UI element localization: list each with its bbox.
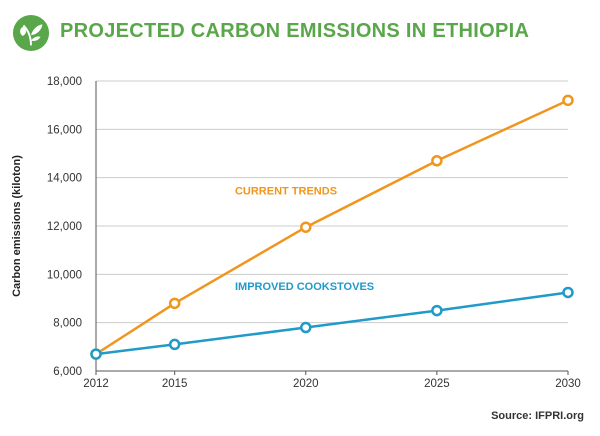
gridlines <box>96 80 568 324</box>
series <box>90 94 574 360</box>
y-axis-title: Carbon emissions (kiloton) <box>11 155 23 297</box>
y-tick-label: 16,000 <box>47 124 82 136</box>
data-point <box>168 338 181 351</box>
x-tick-label: 2030 <box>555 378 581 390</box>
y-tick-label: 8,000 <box>53 318 82 330</box>
data-point <box>168 297 181 310</box>
x-tick-label: 2020 <box>293 378 319 390</box>
leaf-logo-icon <box>12 14 50 52</box>
x-tick-label: 2012 <box>83 378 109 390</box>
labels: 6,000 8,000 10,000 12,000 14,000 16,000 18,000… <box>11 76 581 390</box>
data-point <box>431 304 443 317</box>
y-tick-label: 10,000 <box>47 269 82 281</box>
header: PROJECTED CARBON EMISSIONS IN ETHIOPIA <box>0 0 600 60</box>
x-tick-label: 2015 <box>162 378 188 390</box>
series-label-0: CURRENT TRENDS <box>235 186 337 198</box>
data-point <box>300 221 312 233</box>
y-tick-label: 6,000 <box>53 366 82 378</box>
series-line-0 <box>95 99 569 356</box>
data-point <box>90 348 102 360</box>
data-point <box>562 286 574 299</box>
y-tick-label: 12,000 <box>47 221 82 233</box>
y-tick-label: 14,000 <box>47 173 82 185</box>
data-point <box>562 94 574 107</box>
series-line-1 <box>95 291 569 356</box>
axes <box>95 81 569 375</box>
x-tick-label: 2025 <box>424 378 450 390</box>
source-note: Source: IFPRI.org <box>491 410 584 422</box>
data-point <box>431 155 443 167</box>
chart-title: PROJECTED CARBON EMISSIONS IN ETHIOPIA <box>60 20 530 42</box>
data-point <box>300 321 312 334</box>
y-tick-label: 18,000 <box>47 76 82 88</box>
series-label-1: IMPROVED COOKSTOVES <box>235 281 374 293</box>
